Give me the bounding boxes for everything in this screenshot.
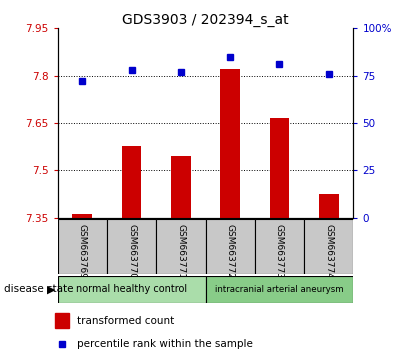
Text: GSM663773: GSM663773: [275, 224, 284, 279]
Text: percentile rank within the sample: percentile rank within the sample: [77, 339, 253, 349]
Bar: [156, 219, 206, 274]
Bar: [122, 146, 141, 218]
Text: disease state: disease state: [4, 284, 74, 295]
Text: GSM663772: GSM663772: [226, 224, 235, 279]
Text: ▶: ▶: [47, 284, 55, 295]
Text: GSM663771: GSM663771: [176, 224, 185, 279]
Bar: [206, 219, 255, 274]
Bar: [58, 276, 206, 303]
Bar: [270, 118, 289, 218]
Bar: [72, 213, 92, 218]
Title: GDS3903 / 202394_s_at: GDS3903 / 202394_s_at: [122, 13, 289, 27]
Text: normal healthy control: normal healthy control: [76, 284, 187, 295]
Bar: [304, 219, 353, 274]
Bar: [107, 219, 156, 274]
Text: transformed count: transformed count: [77, 316, 174, 326]
Bar: [206, 276, 353, 303]
Bar: [255, 219, 304, 274]
Bar: [55, 313, 69, 328]
Text: GSM663769: GSM663769: [78, 224, 87, 279]
Text: intracranial arterial aneurysm: intracranial arterial aneurysm: [215, 285, 344, 294]
Bar: [220, 69, 240, 218]
Text: GSM663774: GSM663774: [324, 224, 333, 279]
Bar: [58, 219, 107, 274]
Bar: [171, 156, 191, 218]
Text: GSM663770: GSM663770: [127, 224, 136, 279]
Bar: [319, 194, 339, 218]
